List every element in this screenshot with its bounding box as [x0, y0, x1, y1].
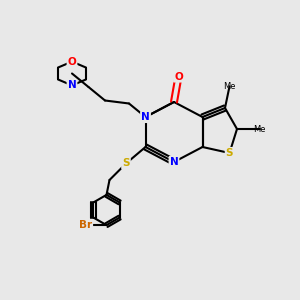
Text: Me: Me [223, 82, 236, 91]
Text: N: N [68, 80, 76, 90]
Text: N: N [169, 157, 178, 167]
Text: O: O [174, 71, 183, 82]
Text: Br: Br [79, 220, 92, 230]
Text: Me: Me [253, 124, 266, 134]
Text: S: S [226, 148, 233, 158]
Text: O: O [68, 57, 76, 67]
Text: S: S [122, 158, 130, 169]
Text: N: N [141, 112, 150, 122]
